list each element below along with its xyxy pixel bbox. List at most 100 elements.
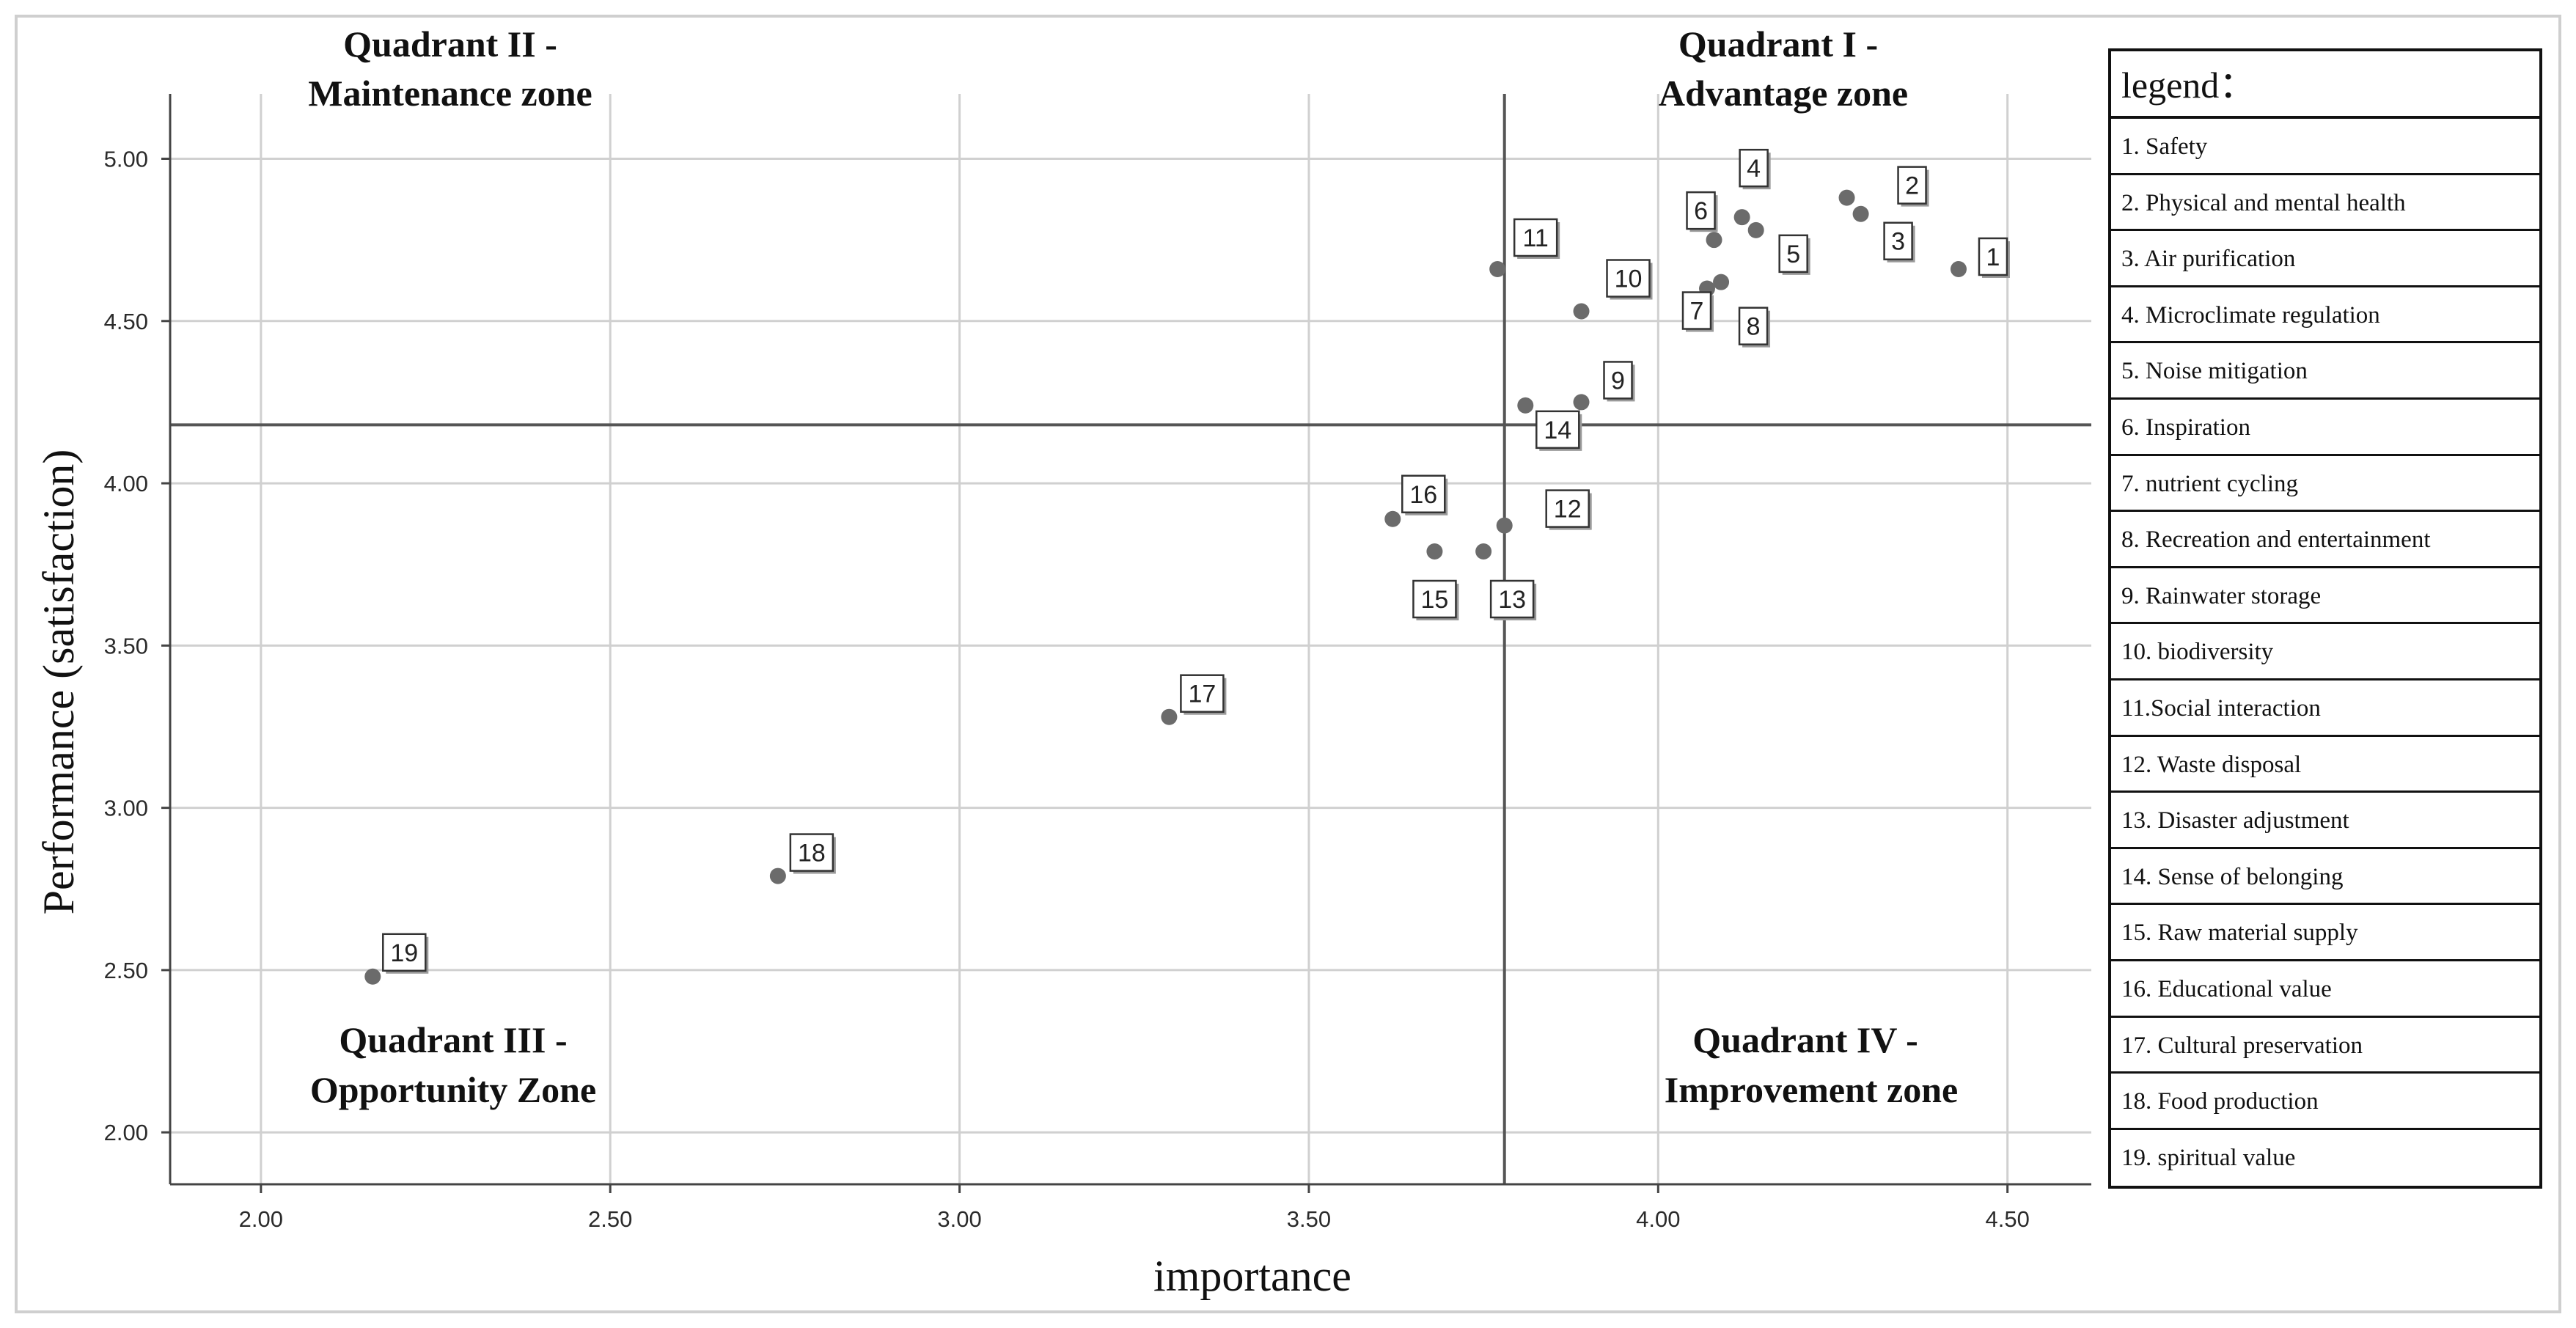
legend-item: 3. Air purification: [2111, 231, 2539, 287]
x-tick-label: 2.50: [588, 1206, 632, 1232]
point-label-box: [1681, 291, 1712, 330]
data-point-6: [1706, 232, 1722, 249]
legend-item: 19. spiritual value: [2121, 1144, 2296, 1171]
data-point-2: [1838, 189, 1855, 206]
legend-item: 10. biodiversity: [2111, 624, 2539, 680]
point-label-7: 7: [1681, 291, 1714, 332]
legend-item: 9. Rainwater storage: [2111, 568, 2539, 625]
point-label-text: 11: [1523, 224, 1549, 252]
quadrant-i-label: Quadrant I - Advantage zone: [1659, 23, 1908, 114]
point-label-box: [1489, 579, 1535, 619]
reference-lines: [170, 94, 2091, 1184]
legend-item: 7. nutrient cycling: [2111, 456, 2539, 513]
legend-item: 6. Inspiration: [2111, 400, 2539, 456]
point-label-5: 5: [1778, 234, 1810, 275]
quadrant-ii-title: Quadrant II -: [343, 23, 557, 65]
point-label-6: 6: [1686, 191, 1718, 232]
point-label-text: 8: [1747, 313, 1761, 341]
legend-item: 1. Safety: [2111, 119, 2539, 175]
data-point-19: [364, 968, 381, 985]
point-label-text: 4: [1747, 155, 1761, 183]
legend-item: 4. Microclimate regulation: [2111, 287, 2539, 344]
legend-item: 17. Cultural preservation: [2111, 1018, 2539, 1074]
legend-item: 12. Waste disposal: [2111, 737, 2539, 793]
point-label-box: [1606, 259, 1651, 298]
point-label-box: [1978, 237, 2008, 276]
point-label-box: [1778, 234, 1808, 274]
data-point-10: [1573, 303, 1590, 320]
data-point-3: [1852, 205, 1869, 222]
point-label-14: 14: [1535, 410, 1582, 451]
point-label-box: [1180, 674, 1225, 713]
point-label-text: 10: [1615, 265, 1643, 293]
quadrant-iii-subtitle: Opportunity Zone: [310, 1069, 596, 1110]
y-tick-labels: 5.00 4.50 4.00 3.50 3.00 2.50 2.00: [104, 147, 148, 1146]
quadrant-ii-subtitle: Maintenance zone: [308, 73, 592, 114]
y-tick-label: 3.00: [104, 796, 148, 821]
x-tick-label: 4.00: [1636, 1206, 1680, 1232]
point-label-16: 16: [1401, 474, 1448, 516]
data-point-13: [1475, 543, 1492, 560]
point-label-text: 2: [1905, 172, 1919, 200]
data-point-18: [769, 867, 786, 884]
y-tick-label: 4.00: [104, 471, 148, 496]
axes: [161, 94, 2091, 1193]
point-label-15: 15: [1412, 579, 1459, 621]
legend-item: 16. Educational value: [2111, 961, 2539, 1018]
point-label-box: [1686, 191, 1716, 230]
point-label-8: 8: [1738, 307, 1771, 348]
legend-item: 11.Social interaction: [2111, 680, 2539, 737]
data-point-4: [1733, 209, 1750, 226]
x-tick-labels: 2.00 2.50 3.00 3.50 4.00 4.50: [239, 1206, 2030, 1232]
x-tick-label: 2.00: [239, 1206, 283, 1232]
point-label-box: [1412, 579, 1457, 619]
legend-item: 8. Recreation and entertainment: [2111, 512, 2539, 568]
point-label-text: 7: [1690, 298, 1704, 326]
legend-item: 14. Sense of belonging: [2111, 849, 2539, 906]
point-label-19: 19: [382, 933, 429, 974]
point-label-text: 5: [1786, 241, 1800, 268]
point-label-3: 3: [1883, 221, 1915, 263]
legend-table: legend： 1. Safety 2. Physical and mental …: [2108, 48, 2542, 1189]
data-points: [364, 189, 1967, 985]
quadrant-i-title: Quadrant I -: [1678, 23, 1878, 65]
point-label-text: 16: [1409, 481, 1437, 509]
legend-item: 18. Food production: [2111, 1074, 2539, 1130]
y-tick-label: 4.50: [104, 309, 148, 334]
point-label-text: 12: [1554, 496, 1582, 524]
point-label-box: [789, 833, 834, 872]
point-label-1: 1: [1978, 237, 2010, 278]
point-label-box: [1738, 307, 1769, 345]
data-point-16: [1384, 510, 1401, 527]
legend-item: 13. Disaster adjustment: [2111, 793, 2539, 849]
point-label-box: [1401, 474, 1446, 514]
point-label-2: 2: [1897, 166, 1929, 207]
point-label-11: 11: [1513, 218, 1560, 259]
data-point-1: [1950, 260, 1967, 277]
point-label-4: 4: [1739, 148, 1771, 190]
y-axis-title: Performance (satisfaction): [34, 450, 83, 915]
point-label-box: [1739, 148, 1769, 188]
legend-item: 2. Physical and mental health: [2111, 175, 2539, 232]
point-label-text: 13: [1498, 586, 1526, 614]
point-label-box: [1883, 221, 1913, 260]
data-point-12: [1496, 517, 1513, 534]
quadrant-iv-title: Quadrant IV -: [1692, 1019, 1918, 1060]
data-point-14: [1517, 397, 1534, 414]
x-tick-label: 4.50: [1986, 1206, 2030, 1232]
point-label-text: 3: [1891, 228, 1905, 256]
point-label-9: 9: [1603, 361, 1635, 402]
point-label-box: [382, 933, 427, 972]
y-tick-label: 3.50: [104, 633, 148, 659]
quadrant-i-subtitle: Advantage zone: [1659, 73, 1908, 114]
legend-rows: 1. Safety 2. Physical and mental health 3.…: [2111, 119, 2539, 1186]
quadrant-iii-title: Quadrant III -: [339, 1019, 567, 1060]
point-label-10: 10: [1606, 259, 1653, 300]
x-axis-title: importance: [1153, 1252, 1351, 1300]
point-label-13: 13: [1489, 579, 1537, 621]
x-tick-label: 3.00: [937, 1206, 981, 1232]
y-tick-label: 2.50: [104, 958, 148, 983]
data-point-15: [1426, 543, 1443, 560]
